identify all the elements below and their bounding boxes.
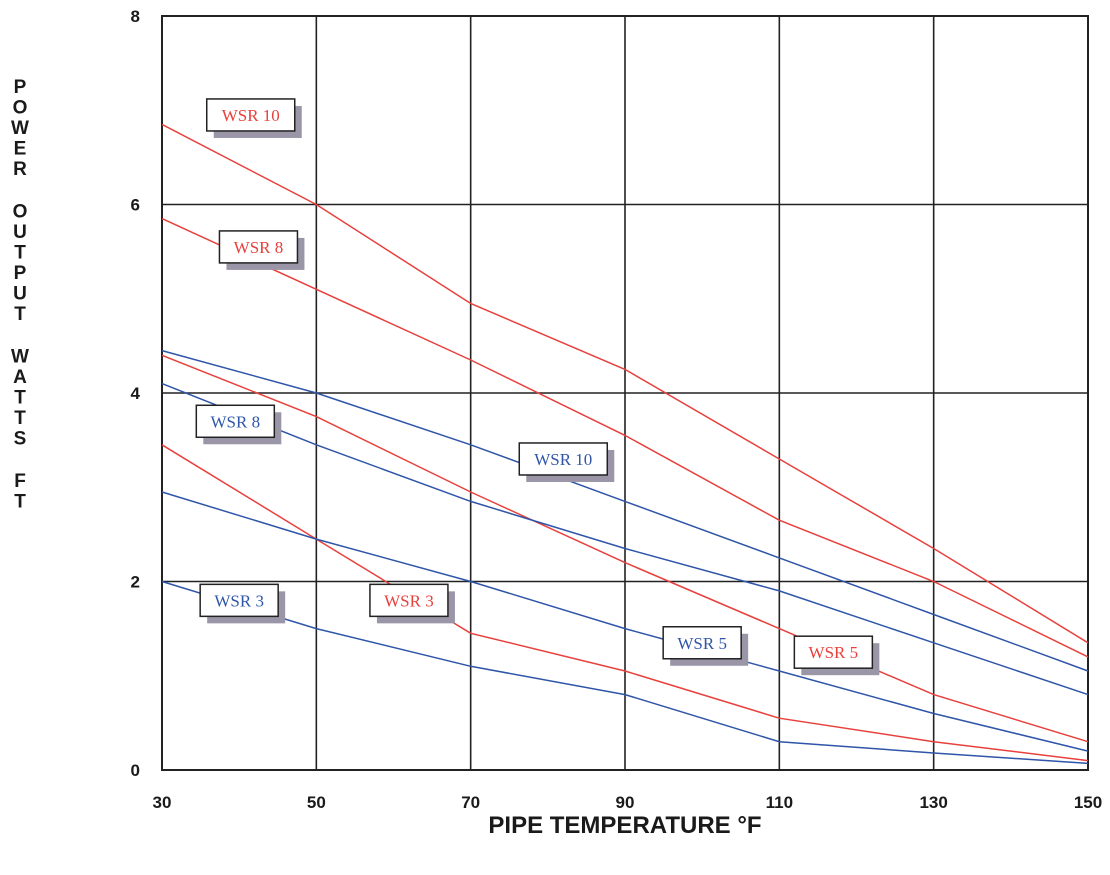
y-label-letter: U xyxy=(13,222,27,243)
y-label-letter: U xyxy=(13,284,27,305)
series-label-blue-wsr10: WSR 10 xyxy=(518,442,615,482)
y-label-letter: T xyxy=(14,492,26,513)
series-line-blue-wsr10 xyxy=(161,349,1089,672)
series-line-blue-wsr5 xyxy=(161,491,1089,752)
y-label-letter: P xyxy=(14,77,27,98)
y-label-letter: W xyxy=(11,118,29,139)
x-tick-label: 130 xyxy=(919,793,947,812)
label-box xyxy=(218,230,299,264)
y-label-letter: P xyxy=(14,263,27,284)
y-label-word: FT xyxy=(14,471,26,513)
label-text: WSR 5 xyxy=(809,643,859,662)
y-label-letter: F xyxy=(14,471,26,492)
y-label-letter: T xyxy=(14,304,26,325)
y-tick-label: 0 xyxy=(131,761,140,780)
x-tick-label: 70 xyxy=(461,793,480,812)
label-text: WSR 3 xyxy=(214,591,264,610)
x-tick-label: 90 xyxy=(616,793,635,812)
series-label-red-wsr8: WSR 8 xyxy=(218,230,305,270)
x-tick-label: 110 xyxy=(766,793,793,812)
x-axis-label: PIPE TEMPERATURE °F xyxy=(488,812,761,839)
y-tick-label: 8 xyxy=(131,7,140,26)
series-label-blue-wsr5: WSR 5 xyxy=(662,626,749,666)
y-label-letter: T xyxy=(14,388,26,409)
y-label-letter: E xyxy=(14,139,27,160)
series-line-blue-wsr3 xyxy=(161,580,1089,765)
chart-series xyxy=(161,123,1089,765)
series-labels: WSR 10 WSR 8 WSR 3 WSR 5 WSR 8 WSR 10 WSR 3 WSR… xyxy=(195,98,880,676)
label-box xyxy=(205,98,296,132)
label-text: WSR 5 xyxy=(677,634,727,653)
label-box xyxy=(199,583,279,618)
label-text: WSR 8 xyxy=(211,412,261,431)
series-line-red-wsr10 xyxy=(161,123,1089,644)
label-box xyxy=(195,404,276,439)
series-label-red-wsr5: WSR 5 xyxy=(793,635,880,676)
label-box xyxy=(662,626,742,660)
label-text: WSR 3 xyxy=(384,591,434,610)
y-tick-label: 6 xyxy=(131,196,140,215)
y-label-letter: A xyxy=(13,367,27,388)
series-label-red-wsr3: WSR 3 xyxy=(369,583,455,624)
y-label-letter: O xyxy=(13,202,28,223)
x-tick-label: 50 xyxy=(307,793,326,812)
y-label-letter: W xyxy=(11,347,29,368)
series-label-blue-wsr8: WSR 8 xyxy=(195,404,282,445)
label-box xyxy=(793,635,874,669)
axis-ticks: 30 50 70 90 110 130 150 0 2 4 6 8 xyxy=(131,7,1103,812)
series-label-blue-wsr3: WSR 3 xyxy=(199,583,286,624)
y-tick-label: 4 xyxy=(131,384,141,403)
series-line-blue-wsr8 xyxy=(161,382,1089,696)
y-label-letter: T xyxy=(14,243,26,264)
series-label-red-wsr10: WSR 10 xyxy=(205,98,302,138)
label-text: WSR 10 xyxy=(222,106,280,125)
x-tick-label: 150 xyxy=(1074,793,1102,812)
label-text: WSR 10 xyxy=(534,450,592,469)
y-label-letter: O xyxy=(13,98,28,119)
y-label-letter: R xyxy=(13,159,27,180)
label-box xyxy=(369,583,449,618)
series-line-red-wsr8 xyxy=(161,217,1089,658)
y-label-letter: S xyxy=(14,429,27,450)
y-label-letter: T xyxy=(14,408,26,429)
label-text: WSR 8 xyxy=(234,238,284,257)
label-box xyxy=(518,442,609,476)
y-tick-label: 2 xyxy=(131,573,140,592)
series-line-red-wsr5 xyxy=(161,354,1089,743)
plot-frame xyxy=(161,15,1089,771)
x-tick-label: 30 xyxy=(153,793,172,812)
